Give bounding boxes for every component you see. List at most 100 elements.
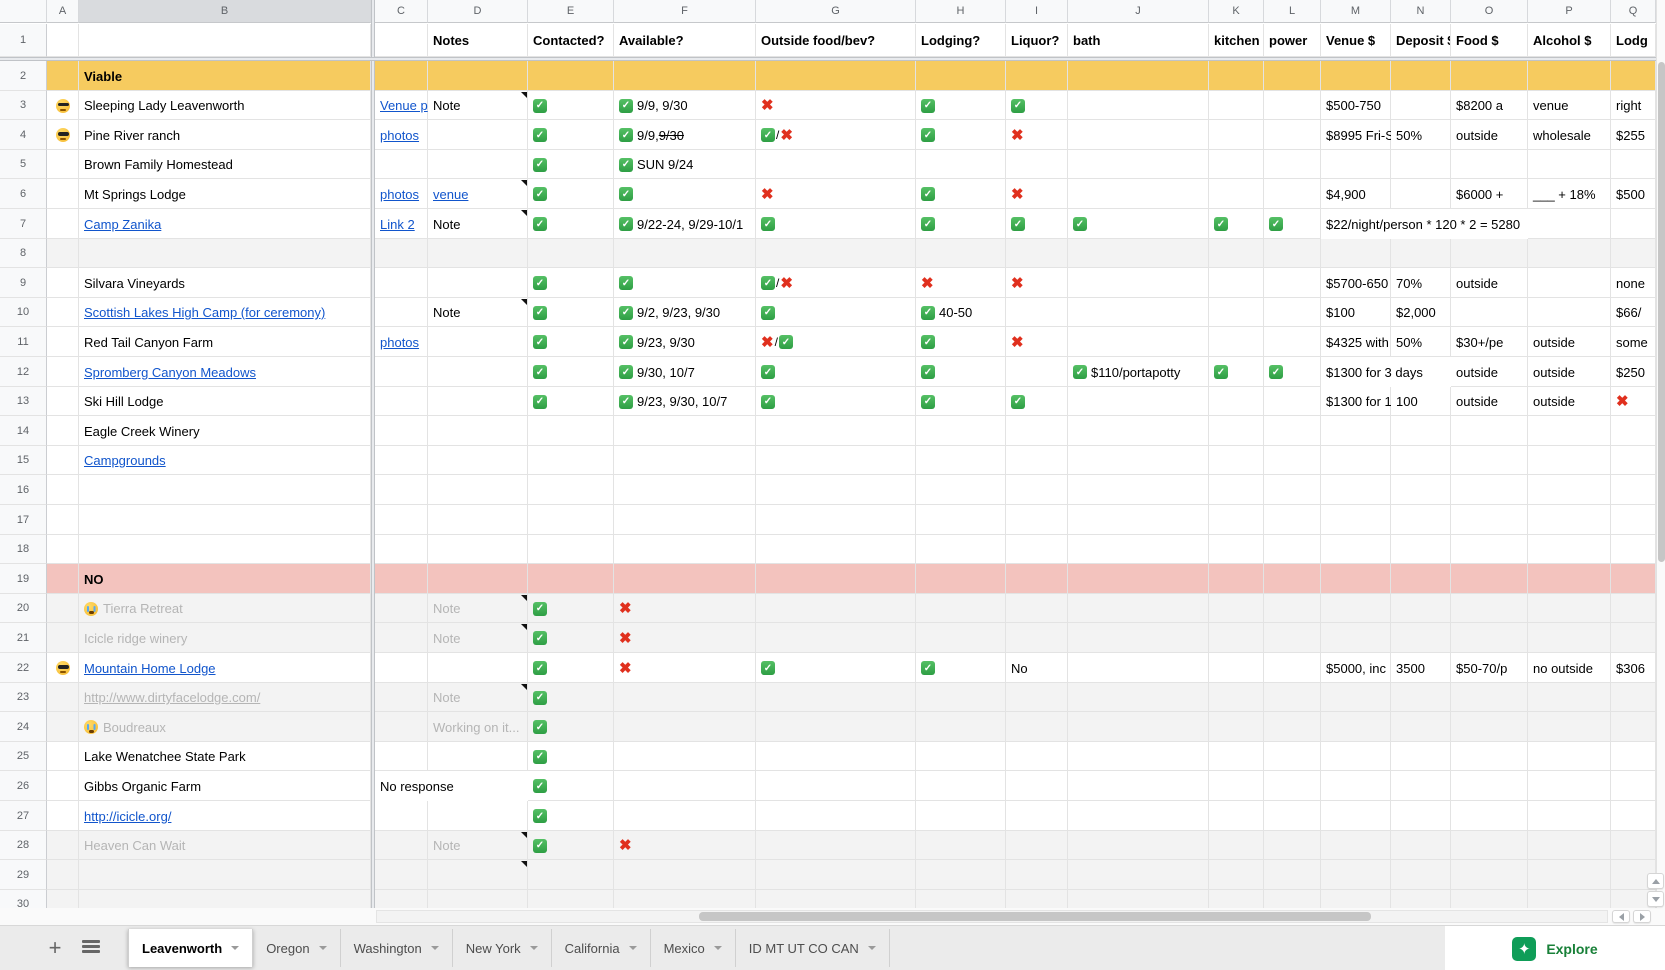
cell-J29[interactable] — [1068, 860, 1209, 890]
cell-P26[interactable] — [1528, 771, 1611, 801]
cell-I25[interactable] — [1006, 742, 1068, 771]
column-header-M[interactable]: M — [1321, 0, 1391, 23]
cell-C20[interactable] — [375, 594, 428, 623]
cell-D7[interactable] — [428, 209, 528, 239]
row-header-17[interactable]: 17 — [0, 505, 47, 535]
cell-C24[interactable] — [375, 712, 428, 742]
column-header-Q[interactable]: Q — [1611, 0, 1656, 23]
cell-C27[interactable] — [375, 801, 428, 831]
cell-A17[interactable] — [47, 505, 79, 535]
cell-C12[interactable] — [375, 357, 428, 387]
cell-L20[interactable] — [1264, 594, 1321, 623]
row-header-30[interactable]: 30 — [0, 890, 47, 908]
cell-F2[interactable] — [614, 61, 756, 91]
cell-P18[interactable] — [1528, 535, 1611, 564]
chevron-down-icon[interactable] — [713, 946, 722, 950]
cell-B23[interactable] — [79, 683, 371, 712]
cell-B28[interactable] — [79, 831, 371, 860]
cell-P27[interactable] — [1528, 801, 1611, 831]
cell-B21[interactable] — [79, 623, 371, 653]
cell-D30[interactable] — [428, 890, 528, 908]
cell-N17[interactable] — [1391, 505, 1451, 535]
cell-F4[interactable] — [614, 120, 756, 150]
cell-K22[interactable] — [1209, 653, 1264, 683]
cell-F12[interactable] — [614, 357, 756, 387]
cell-M28[interactable] — [1321, 831, 1391, 860]
cell-D27[interactable] — [428, 801, 528, 831]
cell-Q5[interactable] — [1611, 150, 1656, 179]
cell-N5[interactable] — [1391, 150, 1451, 179]
cell-M2[interactable] — [1321, 61, 1391, 91]
cell-M11[interactable] — [1321, 327, 1391, 357]
cell-K23[interactable] — [1209, 683, 1264, 712]
cell-N21[interactable] — [1391, 623, 1451, 653]
cell-J16[interactable] — [1068, 475, 1209, 505]
cell-D14[interactable] — [428, 416, 528, 446]
cell-F28[interactable] — [614, 831, 756, 860]
cell-B10[interactable] — [79, 298, 371, 327]
cell-A16[interactable] — [47, 475, 79, 505]
cell-E14[interactable] — [528, 416, 614, 446]
cell-O17[interactable] — [1451, 505, 1528, 535]
cell-H30[interactable] — [916, 890, 1006, 908]
cell-F11[interactable] — [614, 327, 756, 357]
cell-O1[interactable]: Food $ — [1451, 24, 1528, 57]
cell-J26[interactable] — [1068, 771, 1209, 801]
cell-O22[interactable] — [1451, 653, 1528, 683]
cell-G5[interactable] — [756, 150, 916, 179]
cell-G17[interactable] — [756, 505, 916, 535]
vertical-scrollbar-thumb[interactable] — [1658, 62, 1665, 562]
sheet-tab-oregon[interactable]: Oregon — [253, 929, 341, 967]
cell-H23[interactable] — [916, 683, 1006, 712]
row-header-12[interactable]: 12 — [0, 357, 47, 387]
cell-L4[interactable] — [1264, 120, 1321, 150]
row-header-14[interactable]: 14 — [0, 416, 47, 446]
cell-C19[interactable] — [375, 564, 428, 594]
cell-I23[interactable] — [1006, 683, 1068, 712]
cell-F29[interactable] — [614, 860, 756, 890]
row-header-28[interactable]: 28 — [0, 831, 47, 860]
cell-G20[interactable] — [756, 594, 916, 623]
cell-A11[interactable] — [47, 327, 79, 357]
cell-I21[interactable] — [1006, 623, 1068, 653]
cell-B6[interactable] — [79, 179, 371, 209]
cell-Q22[interactable] — [1611, 653, 1656, 683]
cell-P4[interactable] — [1528, 120, 1611, 150]
cell-B25[interactable] — [79, 742, 371, 771]
cell-N20[interactable] — [1391, 594, 1451, 623]
cell-K27[interactable] — [1209, 801, 1264, 831]
cell-L26[interactable] — [1264, 771, 1321, 801]
cell-J22[interactable] — [1068, 653, 1209, 683]
cell-I29[interactable] — [1006, 860, 1068, 890]
cell-D25[interactable] — [428, 742, 528, 771]
cell-C8[interactable] — [375, 239, 428, 268]
sheet-tab-id-mt-ut-co-can[interactable]: ID MT UT CO CAN — [735, 929, 890, 967]
cell-D12[interactable] — [428, 357, 528, 387]
cell-L18[interactable] — [1264, 535, 1321, 564]
cell-N27[interactable] — [1391, 801, 1451, 831]
cell-C25[interactable] — [375, 742, 428, 771]
cell-I15[interactable] — [1006, 446, 1068, 475]
cell-Q10[interactable] — [1611, 298, 1656, 327]
cell-B20[interactable] — [79, 594, 371, 623]
cell-L14[interactable] — [1264, 416, 1321, 446]
column-header-K[interactable]: K — [1209, 0, 1264, 23]
cell-I28[interactable] — [1006, 831, 1068, 860]
cell-N29[interactable] — [1391, 860, 1451, 890]
cell-B22[interactable] — [79, 653, 371, 683]
cell-I26[interactable] — [1006, 771, 1068, 801]
cell-F21[interactable] — [614, 623, 756, 653]
cell-H21[interactable] — [916, 623, 1006, 653]
column-header-F[interactable]: F — [614, 0, 756, 23]
cell-O13[interactable] — [1451, 387, 1528, 416]
cell-O20[interactable] — [1451, 594, 1528, 623]
cell-M25[interactable] — [1321, 742, 1391, 771]
cell-F6[interactable] — [614, 179, 756, 209]
cell-K19[interactable] — [1209, 564, 1264, 594]
cell-F3[interactable] — [614, 91, 756, 120]
chevron-down-icon[interactable] — [318, 946, 327, 950]
cell-F15[interactable] — [614, 446, 756, 475]
cell-I10[interactable] — [1006, 298, 1068, 327]
cell-Q9[interactable] — [1611, 268, 1656, 298]
row-header-16[interactable]: 16 — [0, 475, 47, 505]
